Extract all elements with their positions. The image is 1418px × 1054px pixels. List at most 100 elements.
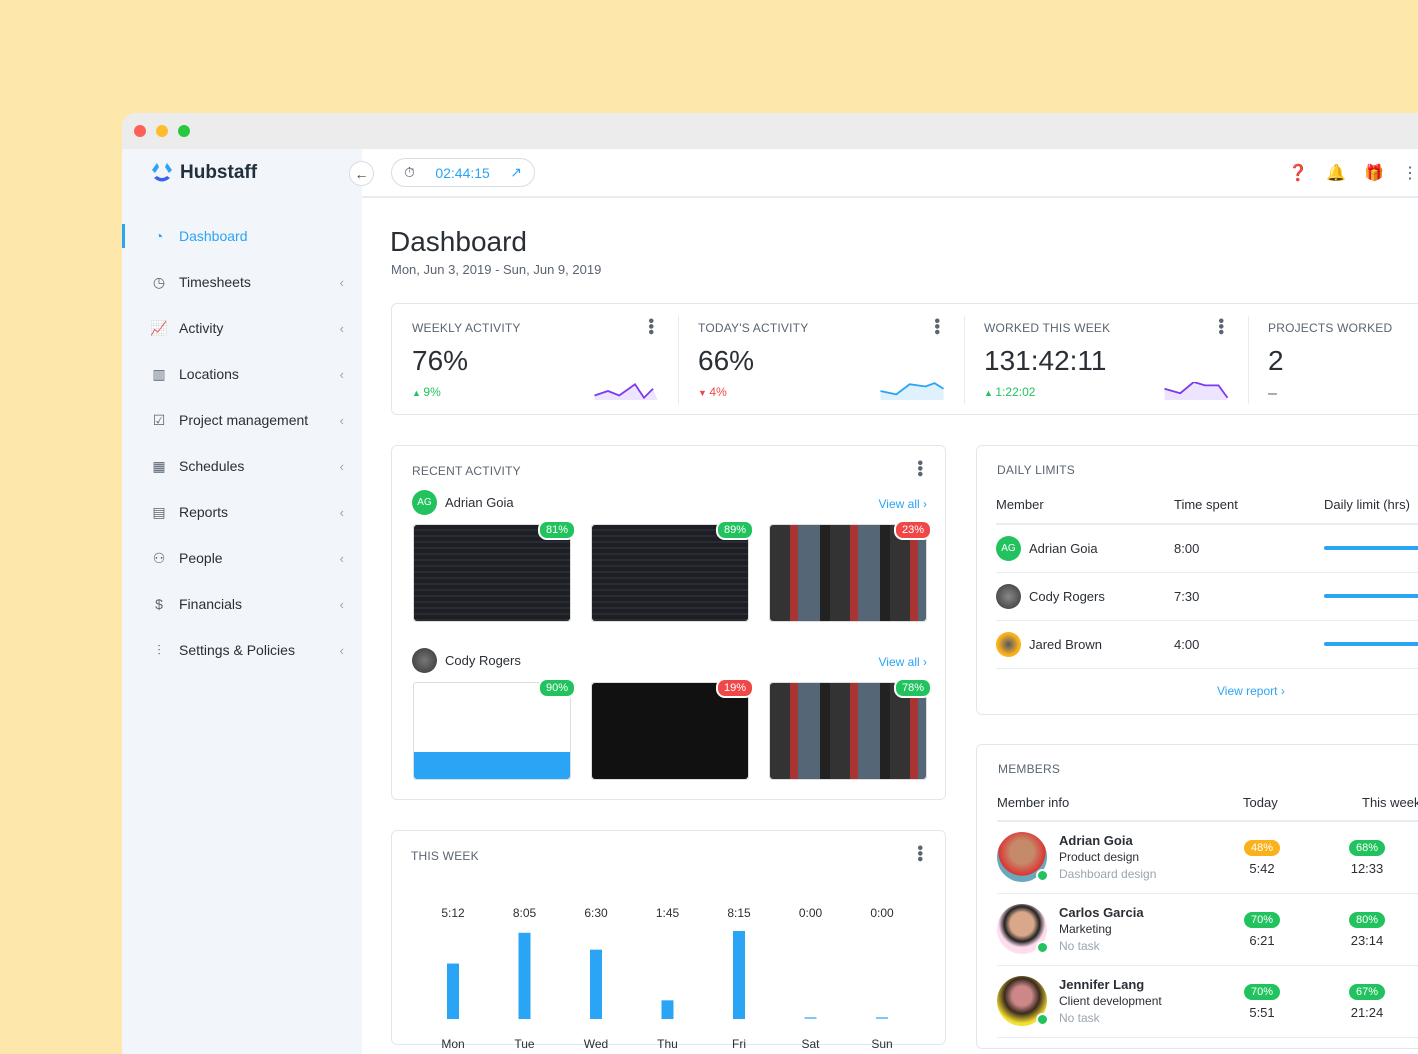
open-timer-icon[interactable]: ↗ xyxy=(510,164,522,180)
col-today: Today xyxy=(1222,785,1342,822)
view-report-link[interactable]: View report › xyxy=(1217,684,1285,698)
member-project: Product design xyxy=(1059,849,1140,864)
avatar xyxy=(997,976,1049,1026)
card-title: RECENT ACTIVITY xyxy=(412,464,521,478)
avatar xyxy=(996,583,1021,609)
date-range: Mon, Jun 3, 2019 - Sun, Jun 9, 2019 xyxy=(391,262,602,277)
stat-label: WORKED THIS WEEK xyxy=(984,321,1111,335)
calendar-icon: ▦ xyxy=(152,457,166,474)
this-week-card: THIS WEEK ••• 5:12 Mon 8:05 Tue 6:30 Wed 1:45 T… xyxy=(391,830,946,1051)
table-row: Carlos Garcia Marketing No task 70% 6:21 80… xyxy=(997,893,1418,966)
daily-limits-table: Member Time spent Daily limit (hrs) AG Ad… xyxy=(996,486,1418,669)
chevron-left-icon: ‹ xyxy=(339,320,344,336)
more-options-icon[interactable]: ••• xyxy=(642,318,659,335)
chevron-left-icon: ‹ xyxy=(339,504,344,520)
logo[interactable]: Hubstaff xyxy=(150,161,257,185)
people-icon: ⚇ xyxy=(152,549,166,566)
hubstaff-logo-icon xyxy=(152,163,172,182)
gift-icon[interactable]: 🎁 xyxy=(1364,165,1384,182)
card-title: DAILY LIMITS xyxy=(997,463,1075,477)
bar-value-label: 8:05 xyxy=(513,906,537,920)
view-report-label: View report xyxy=(1217,684,1278,698)
chevron-left-icon: ‹ xyxy=(339,458,344,474)
sidebar-item-activity[interactable]: 📈 Activity ‹ xyxy=(122,305,362,351)
table-row: AG Adrian Goia 8:00 xyxy=(996,524,1418,573)
member-task: No task xyxy=(1059,1010,1100,1025)
member-name: Adrian Goia xyxy=(1029,540,1098,556)
chevron-left-icon: ‹ xyxy=(339,366,344,382)
close-window-button[interactable] xyxy=(134,125,146,137)
view-all-label: View all xyxy=(878,655,920,669)
divider xyxy=(678,316,679,404)
checkbox-icon: ☑ xyxy=(152,411,166,428)
avatar: AG xyxy=(996,535,1021,561)
maximize-window-button[interactable] xyxy=(178,125,190,137)
col-time-spent: Time spent xyxy=(1174,486,1324,525)
screenshot-thumbnail[interactable]: 23% xyxy=(769,520,932,622)
sparkline xyxy=(594,382,658,400)
trend-up-icon: ▲ xyxy=(984,388,996,398)
x-tick-label: Wed xyxy=(584,1037,608,1051)
activity-badge: 19% xyxy=(715,678,754,698)
bar-value-label: 6:30 xyxy=(584,906,608,920)
sidebar-item-project-management[interactable]: ☑ Project management ‹ xyxy=(122,397,362,443)
sidebar-item-people[interactable]: ⚇ People ‹ xyxy=(122,535,362,581)
view-all-link[interactable]: View all › xyxy=(879,497,927,511)
app-window: Hubstaff ◔ Dashboard ◷ Timesheets ‹ 📈 Activity… xyxy=(122,113,1418,1054)
time-spent: 8:00 xyxy=(1174,524,1324,573)
arrow-left-icon: ← xyxy=(354,165,369,182)
screenshot-thumbnail[interactable]: 89% xyxy=(591,520,754,622)
bar-sun xyxy=(876,1017,888,1019)
help-icon[interactable]: ❓ xyxy=(1288,165,1309,182)
more-icon[interactable]: ⋮ xyxy=(1402,165,1418,182)
screenshot-thumbnail[interactable]: 90% xyxy=(413,678,576,780)
member-project: Client development xyxy=(1059,993,1162,1008)
stat-worked-this-week: WORKED THIS WEEK 131:42:11 ▲ 1:22:02 ••• xyxy=(964,304,1248,414)
sidebar-item-label: Timesheets xyxy=(179,274,251,290)
sidebar-item-schedules[interactable]: ▦ Schedules ‹ xyxy=(122,443,362,489)
stat-delta: – xyxy=(1268,385,1277,402)
bell-icon[interactable]: 🔔 xyxy=(1326,165,1347,182)
screenshot-thumbnail[interactable]: 81% xyxy=(413,520,576,622)
col-daily-limit: Daily limit (hrs) xyxy=(1324,486,1418,525)
stat-value: 76% xyxy=(412,345,469,376)
timer-value: 02:44:15 xyxy=(435,164,490,181)
stat-label: WEEKLY ACTIVITY xyxy=(412,321,521,335)
stat-value: 131:42:11 xyxy=(984,345,1107,376)
more-options-icon[interactable]: ••• xyxy=(1212,318,1229,335)
screenshot-thumbnail[interactable]: 78% xyxy=(769,678,932,780)
sidebar-item-timesheets[interactable]: ◷ Timesheets ‹ xyxy=(122,259,362,305)
minimize-window-button[interactable] xyxy=(156,125,168,137)
sidebar-nav: ◔ Dashboard ◷ Timesheets ‹ 📈 Activity ‹ ▥ Locatio… xyxy=(122,213,362,673)
this-week-bar-chart: 5:12 Mon 8:05 Tue 6:30 Wed 1:45 Thu 8:15 Fri 0:00 S… xyxy=(441,906,894,1051)
sidebar-item-reports[interactable]: ▤ Reports ‹ xyxy=(122,489,362,535)
sidebar-item-label: Financials xyxy=(179,596,243,612)
view-all-link[interactable]: View all › xyxy=(879,655,927,669)
sidebar-item-dashboard[interactable]: ◔ Dashboard xyxy=(122,213,362,259)
bar-fri xyxy=(733,931,745,1019)
member-name: Carlos Garcia xyxy=(1059,904,1144,920)
more-options-icon[interactable]: ••• xyxy=(911,845,928,862)
more-options-icon[interactable]: ••• xyxy=(911,460,928,477)
sidebar-item-financials[interactable]: $ Financials ‹ xyxy=(122,581,362,627)
sidebar-item-settings-policies[interactable]: ⫶ Settings & Policies ‹ xyxy=(122,627,362,673)
screenshot-thumbnail[interactable]: 19% xyxy=(591,678,754,780)
timer-widget[interactable]: ⏱ 02:44:15 ↗ xyxy=(391,158,535,187)
member-name: Jared Brown xyxy=(1029,636,1102,652)
dashboard-icon: ◔ xyxy=(154,228,164,244)
member-name: Cody Rogers xyxy=(1029,588,1105,604)
x-tick-label: Fri xyxy=(732,1037,746,1051)
chevron-right-icon: › xyxy=(923,497,927,511)
col-member: Member xyxy=(996,486,1174,525)
more-options-icon[interactable]: ••• xyxy=(928,318,945,335)
table-row: Adrian Goia Product design Dashboard desig… xyxy=(997,821,1418,894)
bar-sat xyxy=(804,1017,817,1019)
members-table: Member info Today This week Adrian Goia P… xyxy=(997,785,1418,1038)
week-time: 12:33 xyxy=(1350,860,1384,876)
time-spent: 4:00 xyxy=(1174,620,1324,669)
stat-weekly-activity: WEEKLY ACTIVITY 76% ▲ 9% ••• xyxy=(392,304,678,414)
sidebar-item-locations[interactable]: ▥ Locations ‹ xyxy=(122,351,362,397)
week-time: 23:14 xyxy=(1350,932,1384,948)
daily-limit-bar xyxy=(1324,546,1418,551)
collapse-sidebar-button[interactable]: ← xyxy=(349,161,374,186)
